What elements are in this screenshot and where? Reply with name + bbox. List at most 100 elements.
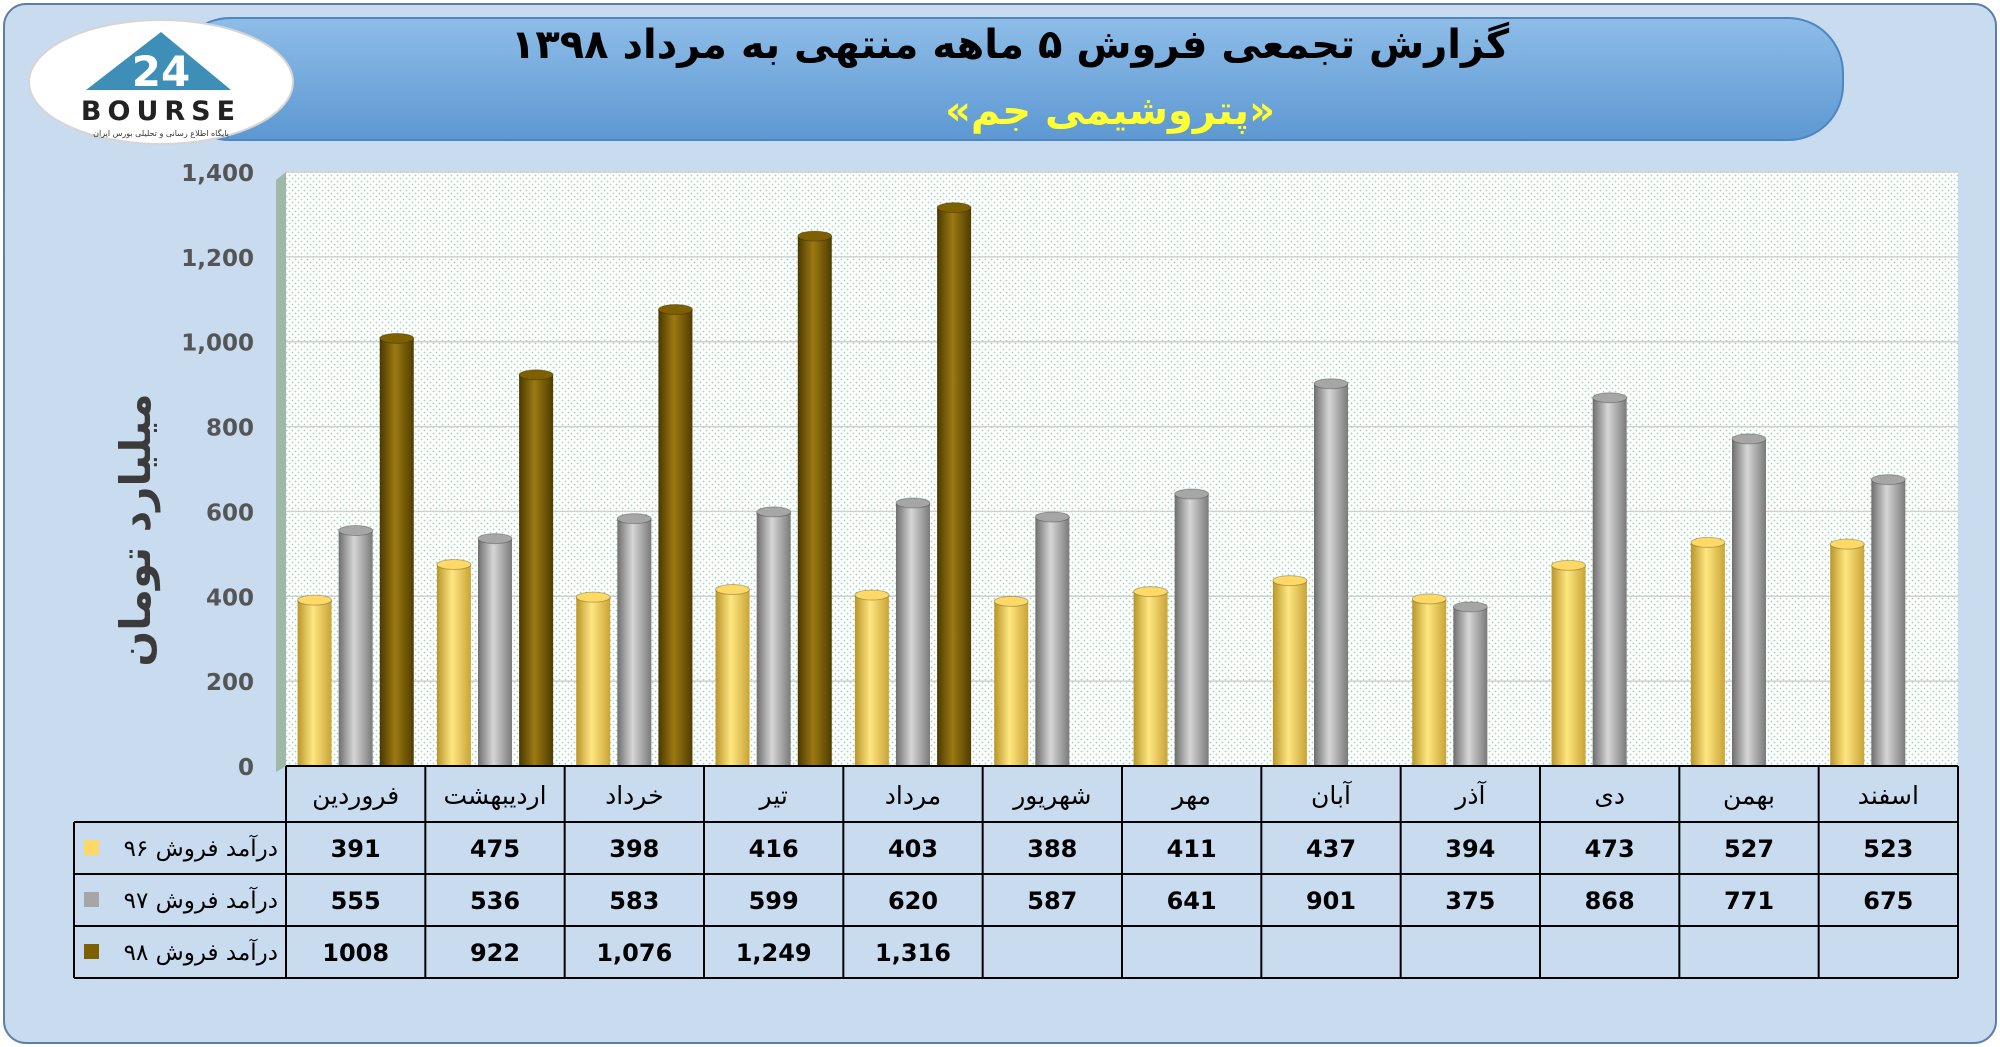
bar	[1453, 606, 1488, 766]
data-label: 555	[331, 887, 381, 915]
logo-roof-icon	[86, 32, 231, 90]
data-label: 523	[1863, 835, 1913, 863]
legend-entry: درآمد فروش ۹۸	[124, 938, 278, 966]
x-tick-label: اردیبهشت	[443, 781, 546, 811]
logo-tagline: پایگاه اطلاع رسانی و تحلیلی بورس ایران	[93, 128, 229, 138]
data-label: 375	[1445, 887, 1495, 915]
data-label: 922	[470, 939, 520, 967]
bar	[1272, 580, 1307, 766]
data-label: 416	[749, 835, 799, 863]
bar	[576, 597, 611, 766]
bar	[519, 374, 554, 766]
axes: 0 200 400 600 800 1,000 1,200 1,400	[181, 161, 254, 781]
bar	[1871, 479, 1906, 766]
bar-cap	[1551, 559, 1587, 571]
bar	[1830, 544, 1865, 766]
bars	[297, 202, 1906, 766]
bar	[854, 595, 889, 766]
bar	[1174, 494, 1209, 766]
bar	[896, 502, 930, 766]
data-label: 388	[1027, 835, 1077, 863]
data-label: 675	[1863, 887, 1913, 915]
bar-cap	[1870, 474, 1906, 486]
bar	[1592, 397, 1627, 766]
logo-number: 24	[132, 47, 190, 96]
data-label: 536	[470, 887, 520, 915]
bar-cap	[1592, 392, 1628, 404]
bar	[1314, 383, 1348, 766]
data-label: 1,076	[596, 939, 672, 967]
bar	[1412, 598, 1447, 766]
x-tick-label: تیر	[758, 781, 788, 810]
chart-subtitle: «پتروشیمی جم»	[945, 88, 1275, 134]
bar	[379, 338, 414, 766]
plot-area	[276, 171, 1958, 772]
bar-cap	[338, 525, 374, 537]
bar-cap	[1690, 536, 1726, 548]
bar	[937, 207, 972, 766]
bar-cap	[1034, 511, 1070, 523]
bar	[436, 564, 471, 766]
data-label: 475	[470, 835, 520, 863]
bar-cap	[1731, 433, 1767, 445]
bar	[1690, 542, 1725, 766]
bar-cap	[379, 332, 415, 344]
y-tick-label: 1,200	[181, 246, 254, 272]
bar-cap	[616, 513, 652, 525]
bar-cap	[1313, 378, 1349, 390]
bar-cap	[1133, 586, 1169, 598]
y-tick-label: 400	[206, 585, 254, 611]
legend-entry: درآمد فروش ۹۶	[124, 834, 278, 862]
legend-swatch	[84, 840, 99, 855]
x-tick-label: دی	[1594, 781, 1625, 810]
logo-graphic: 24 BOURSE پایگاه اطلاع رسانی و تحلیلی بو…	[28, 19, 294, 145]
y-axis-label: میلیارد تومان	[111, 393, 161, 666]
bourse24-logo: 24 BOURSE پایگاه اطلاع رسانی و تحلیلی بو…	[26, 18, 296, 146]
bar	[756, 511, 791, 766]
data-label: 527	[1724, 835, 1774, 863]
data-label: 1,316	[875, 939, 951, 967]
bar	[994, 601, 1029, 766]
data-label: 901	[1306, 887, 1356, 915]
bar-cap	[1452, 601, 1488, 613]
legend-swatch	[84, 892, 99, 907]
bar	[297, 600, 332, 766]
y-tick-label: 1,000	[181, 331, 254, 357]
bar-cap	[854, 589, 890, 601]
data-label: 411	[1167, 835, 1217, 863]
x-tick-label: آبان	[1311, 780, 1352, 810]
bar	[617, 518, 652, 766]
bar-cap	[895, 497, 931, 509]
legend-swatch	[84, 944, 99, 959]
y-tick-label: 600	[206, 500, 254, 526]
bar	[715, 589, 750, 766]
x-tick-label: شهریور	[1011, 781, 1091, 811]
data-label: 391	[331, 835, 381, 863]
bar	[797, 236, 832, 766]
y-tick-label: 0	[238, 755, 254, 781]
y-tick-label: 1,400	[181, 161, 254, 187]
data-label: 398	[609, 835, 659, 863]
x-tick-label: مرداد	[885, 781, 941, 810]
bar-cap	[1174, 488, 1210, 500]
x-tick-label: آذر	[1453, 780, 1486, 810]
bar-cap	[477, 533, 513, 545]
bar-cap	[715, 583, 751, 595]
bar-cap	[756, 506, 792, 518]
bar	[658, 309, 693, 766]
bar	[1551, 565, 1586, 766]
chart-title: گزارش تجمعی فروش ۵ ماهه منتهی به مرداد ۱…	[511, 21, 1510, 68]
data-label: 403	[888, 835, 938, 863]
data-label: 641	[1167, 887, 1217, 915]
data-label: 868	[1585, 887, 1635, 915]
x-tick-label: خرداد	[605, 781, 663, 810]
bar-cap	[436, 558, 472, 570]
bar-cap	[575, 591, 611, 603]
data-label: 771	[1724, 887, 1774, 915]
bar	[1732, 438, 1766, 766]
data-label: 437	[1306, 835, 1356, 863]
x-tick-label: فروردین	[312, 781, 399, 811]
x-tick-label: مهر	[1170, 781, 1211, 811]
